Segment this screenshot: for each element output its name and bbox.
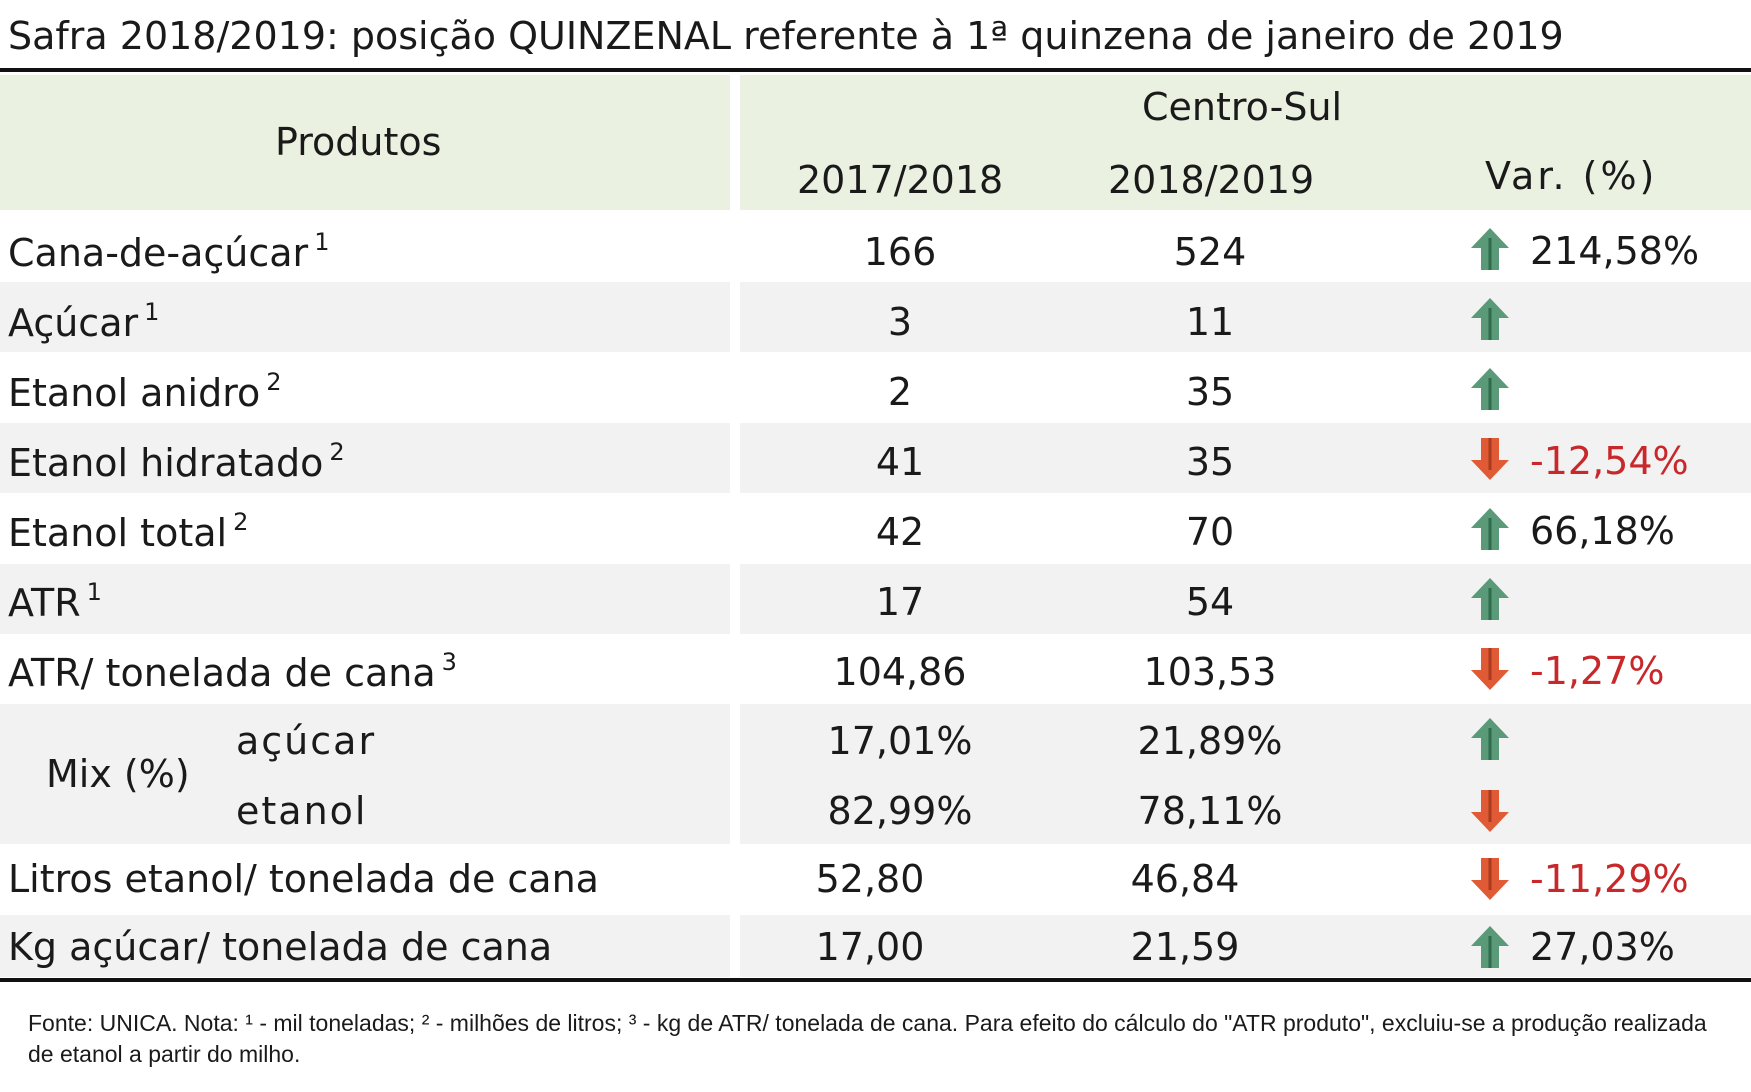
mix-etanol-label: etanol [236,789,368,833]
value-2018-2019: 35 [1185,440,1235,484]
value-2017-2018: 2 [887,370,913,414]
footnote-marker: 2 [329,438,345,466]
footnote: Fonte: UNICA. Nota: ¹ - mil toneladas; ²… [28,1010,1707,1067]
mix-acucar-label: açúcar [236,719,377,763]
footnote-marker: 1 [144,298,160,326]
value-2018-2019: 21,59 [1130,925,1240,969]
arrow-down-icon [1471,438,1509,480]
header-col-2017-2018: 2017/2018 [797,158,1004,202]
value-2017-2018: 17,00 [815,925,925,969]
row-label-group: Etanol total 2 [8,510,248,552]
arrow-up-icon [1471,718,1509,760]
arrow-up-icon [1471,578,1509,620]
value-2017-2018: 41 [875,440,925,484]
header-col-2018-2019: 2018/2019 [1108,158,1315,202]
mix-etanol-2017-2018: 82,99% [827,789,973,833]
footnote-marker: 2 [266,368,282,396]
row-stripe [0,564,730,634]
mix-etanol-2018-2019: 78,11% [1137,789,1283,833]
arrow-down-icon [1471,858,1509,900]
row-label: Etanol hidratado [8,441,324,485]
header-bg-left [0,75,730,210]
mix-label: Mix (%) [46,752,190,796]
value-2017-2018: 17 [875,580,925,624]
row-label-group: ATR/ tonelada de cana 3 [8,650,457,692]
value-2017-2018: 104,86 [833,650,967,694]
value-2017-2018: 42 [875,510,925,554]
row-stripe [740,564,1751,634]
footnote-marker: 2 [233,508,249,536]
value-2017-2018: 166 [863,230,937,274]
value-2018-2019: 103,53 [1143,650,1277,694]
arrow-up-icon [1471,298,1509,340]
bottom-rule [0,978,1751,982]
row-label: Etanol anidro [8,371,261,415]
row-stripe [740,915,1751,977]
mix-acucar-2018-2019: 21,89% [1137,719,1283,763]
row-label-group: ATR 1 [8,580,102,622]
footnote-marker: 1 [314,228,330,256]
arrow-down-icon [1471,790,1509,832]
arrow-up-icon [1471,926,1509,968]
row-label: Cana-de-açúcar [8,231,309,275]
header-region: Centro-Sul [1142,85,1343,129]
variation-percent: -1,27% [1530,649,1665,693]
value-2018-2019: 46,84 [1130,857,1240,901]
value-2018-2019: 70 [1185,510,1235,554]
page-title: Safra 2018/2019: posição QUINZENAL refer… [8,14,1564,58]
row-label: Açúcar [8,301,139,345]
row-label: ATR [8,581,81,625]
value-2017-2018: 3 [887,300,913,344]
variation-percent: 214,58% [1530,229,1700,273]
row-label-group: Etanol anidro 2 [8,370,282,412]
row-label: Etanol total [8,511,228,555]
header-bg-right [740,75,1751,210]
variation-percent: 66,18% [1530,509,1675,553]
variation-percent: -11,29% [1530,857,1689,901]
value-2018-2019: 35 [1185,370,1235,414]
row-label: Litros etanol/ tonelada de cana [8,857,599,901]
value-2018-2019: 524 [1173,230,1247,274]
value-2017-2018: 52,80 [815,857,925,901]
row-stripe [0,915,730,977]
variation-percent: -12,54% [1530,439,1689,483]
row-stripe [740,423,1751,493]
header-col-var: Var. (%) [1485,154,1658,198]
row-stripe [740,704,1751,844]
arrow-up-icon [1471,228,1509,270]
variation-percent: 27,03% [1530,925,1675,969]
arrow-up-icon [1471,508,1509,550]
value-2018-2019: 11 [1185,300,1235,344]
row-stripe [740,282,1751,352]
value-2018-2019: 54 [1185,580,1235,624]
arrow-down-icon [1471,648,1509,690]
top-rule [0,68,1751,72]
row-label-group: Etanol hidratado 2 [8,440,345,482]
mix-acucar-2017-2018: 17,01% [827,719,973,763]
footnote-marker: 3 [441,648,457,676]
row-label: Kg açúcar/ tonelada de cana [8,925,553,969]
row-stripe [0,704,730,844]
row-stripe [0,282,730,352]
row-label: ATR/ tonelada de cana [8,651,436,695]
footnote-marker: 1 [86,578,102,606]
row-label-group: Açúcar 1 [8,300,159,342]
row-label-group: Cana-de-açúcar 1 [8,230,329,272]
row-stripe [0,423,730,493]
header-produtos: Produtos [275,120,442,164]
arrow-up-icon [1471,368,1509,410]
